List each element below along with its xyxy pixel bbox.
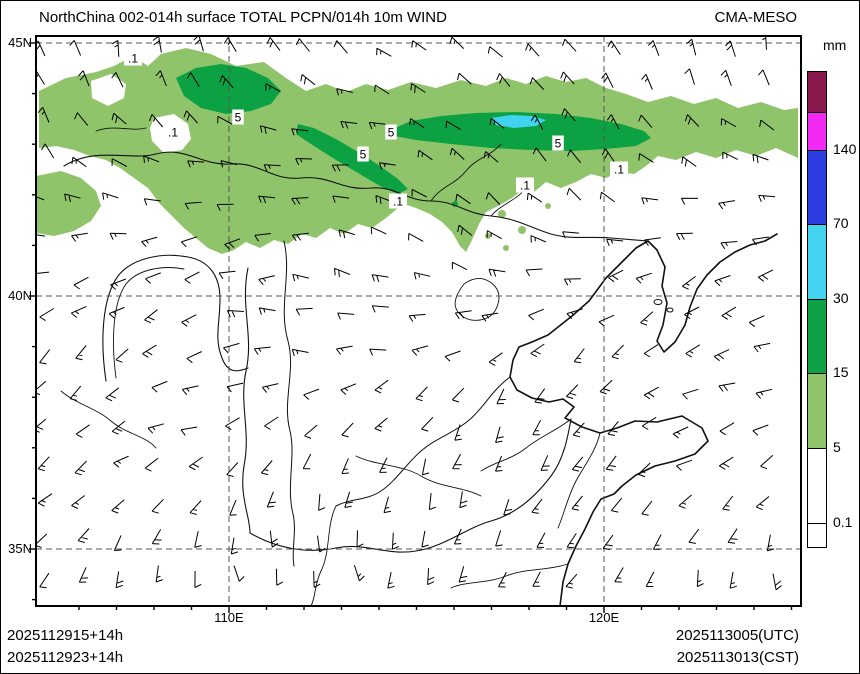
precip-speck — [518, 226, 526, 234]
river-ordos-loop — [102, 254, 249, 382]
contour-label: 5 — [385, 124, 397, 140]
precip-speck — [485, 233, 491, 239]
contour-label-text: 5 — [555, 137, 562, 151]
boundary-hebei-shandong — [335, 376, 511, 507]
river-southwest — [60, 390, 157, 449]
boundary-beijing — [454, 278, 500, 321]
contour-label-text: .1 — [168, 126, 178, 140]
contour-label-text: 5 — [360, 148, 367, 162]
contour-label: .1 — [516, 177, 534, 193]
boundary-shandong-a — [480, 418, 572, 472]
contour-labels: .1 .1 5 5 5 5 .1 .1 .1 — [124, 50, 628, 209]
colorbar-segment — [808, 373, 826, 448]
boundary-jiangsu — [450, 563, 569, 589]
valid-time-cst: 2025113013(CST) — [676, 649, 799, 666]
lat-label: 35N — [8, 541, 32, 556]
boundary-north — [63, 151, 649, 242]
precipitation-shading — [36, 48, 798, 254]
colorbar-segment — [808, 299, 826, 373]
precip-speck — [476, 191, 486, 201]
wind-barbs — [36, 36, 782, 591]
contour-label: 5 — [357, 146, 369, 162]
contour-label: 5 — [552, 135, 564, 151]
island — [653, 299, 663, 305]
init-time-line1: 2025112915+14h — [7, 627, 124, 644]
colorbar-label: 0.1 — [833, 514, 853, 530]
contour-label-box — [389, 193, 407, 209]
boundary-northwest — [95, 127, 147, 132]
boundary-taihang — [283, 240, 295, 567]
contour-label-text: .1 — [128, 52, 138, 66]
precip-heavy-cell — [491, 115, 546, 128]
contour-label-box — [552, 135, 564, 151]
contour-label: .1 — [610, 161, 628, 177]
gridlines — [36, 36, 801, 606]
contour-label-text: .1 — [520, 179, 530, 193]
model-name: CMA-MESO — [714, 9, 798, 26]
wind-barbs-path — [36, 36, 782, 591]
contour-label-text: 5 — [235, 111, 242, 125]
contour-label-box — [357, 146, 369, 162]
map-frame — [35, 35, 802, 607]
colorbar-label: 5 — [833, 439, 841, 455]
contour-label: .1 — [164, 124, 182, 140]
precip-speck — [498, 210, 506, 218]
contour-label-text: .1 — [614, 163, 624, 177]
colorbar-segment — [808, 72, 826, 112]
contour-label-box — [516, 177, 534, 193]
init-time-line2: 2025112923+14h — [7, 649, 124, 666]
colorbar-label: 15 — [833, 364, 849, 380]
precip-hole — [91, 74, 126, 106]
coastline-liaodong — [647, 233, 778, 353]
contour-label-box — [610, 161, 628, 177]
colorbar — [807, 71, 827, 548]
colorbar-segment — [808, 224, 826, 299]
precip-core-streak — [296, 124, 408, 194]
lat-label: 40N — [8, 288, 32, 303]
chart-title: NorthChina 002-014h surface TOTAL PCPN/0… — [39, 9, 447, 26]
river-south — [355, 455, 482, 497]
precip-patch-west — [36, 171, 101, 236]
precip-speck — [503, 245, 509, 251]
contour-label-text: .1 — [393, 195, 403, 209]
boundary-yanshan-a — [430, 143, 502, 202]
valid-time-utc: 2025113005(UTC) — [675, 627, 799, 644]
coastline-bohai — [509, 240, 709, 606]
boundary-henan — [310, 505, 337, 606]
colorbar-unit: mm — [823, 37, 847, 53]
precip-core-east — [388, 112, 651, 151]
contour-label-box — [232, 109, 244, 125]
contour-label-text: 5 — [388, 126, 395, 140]
colorbar-label: 30 — [833, 290, 849, 306]
colorbar-segment — [808, 150, 826, 224]
contour-label-box — [124, 50, 142, 66]
lat-label: 45N — [8, 35, 32, 50]
lon-label: 110E — [214, 610, 244, 625]
river-ordos-inner — [113, 267, 185, 379]
colorbar-segment — [808, 448, 826, 523]
contour-label-box — [385, 124, 397, 140]
contour-label-box — [164, 124, 182, 140]
lon-label: 120E — [588, 610, 620, 625]
colorbar-segment — [808, 112, 826, 150]
contour-label: .1 — [389, 193, 407, 209]
contour-label: 5 — [232, 109, 244, 125]
colorbar-label: 70 — [833, 215, 849, 231]
colorbar-label: 140 — [833, 141, 857, 157]
island — [666, 307, 674, 313]
contour-label: .1 — [124, 50, 142, 66]
boundary-shandong-b — [557, 432, 601, 529]
precip-speck — [545, 203, 551, 209]
colorbar-segment — [808, 523, 826, 547]
